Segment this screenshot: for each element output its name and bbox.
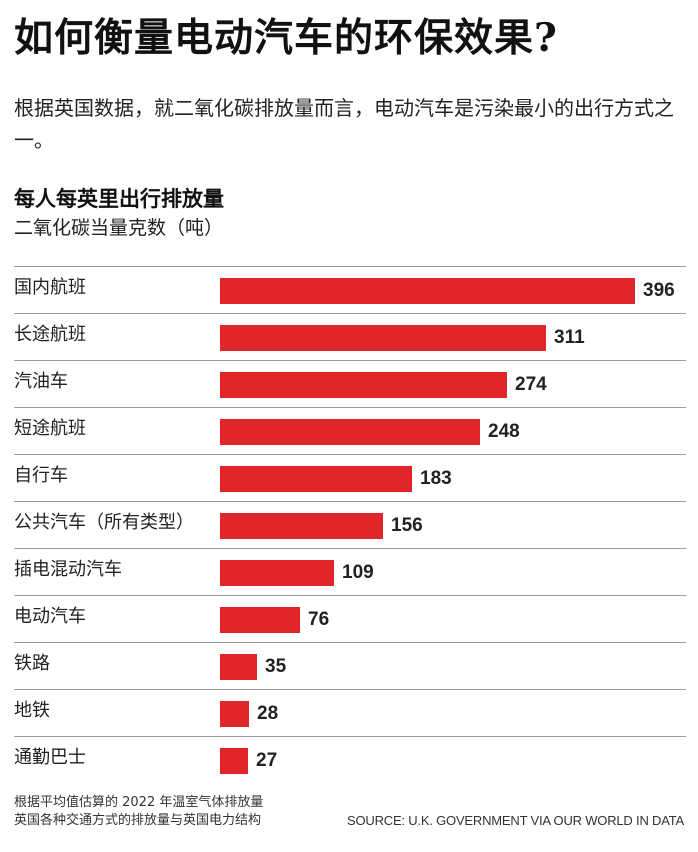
headline: 如何衡量电动汽车的环保效果? <box>14 15 558 61</box>
category-label: 自行车 <box>14 465 68 486</box>
category-label: 电动汽车 <box>14 606 86 627</box>
bar-row: 铁路 35 <box>14 642 686 689</box>
bar-row: 自行车 183 <box>14 454 686 501</box>
value-label: 27 <box>256 750 278 771</box>
source-credit: SOURCE: U.K. GOVERNMENT VIA OUR WORLD IN… <box>347 813 684 828</box>
category-label: 地铁 <box>14 700 50 721</box>
value-label: 156 <box>391 515 423 536</box>
bar <box>220 419 480 445</box>
value-label: 396 <box>643 280 675 301</box>
bar-chart: 国内航班 396 长途航班 311 汽油车 274 短途航班 248 自行车 183 公共汽车（所有… <box>14 266 686 783</box>
value-label: 183 <box>420 468 452 489</box>
bar <box>220 466 412 492</box>
bar-row: 地铁 28 <box>14 689 686 736</box>
value-label: 109 <box>342 562 374 583</box>
category-label: 国内航班 <box>14 277 86 298</box>
value-label: 274 <box>515 374 547 395</box>
value-label: 76 <box>308 609 330 630</box>
bar-row: 汽油车 274 <box>14 360 686 407</box>
category-label: 通勤巴士 <box>14 747 86 768</box>
value-label: 35 <box>265 656 287 677</box>
bar <box>220 748 248 774</box>
bar <box>220 325 546 351</box>
category-label: 长途航班 <box>14 324 86 345</box>
category-label: 插电混动汽车 <box>14 559 122 580</box>
footnotes: 根据平均值估算的 2022 年温室气体排放量 英国各种交通方式的排放量与英国电力… <box>14 794 263 830</box>
category-label: 铁路 <box>14 653 50 674</box>
bar-row: 短途航班 248 <box>14 407 686 454</box>
bar <box>220 278 635 304</box>
chart-subtitle: 二氧化碳当量克数（吨） <box>14 217 224 239</box>
chart-title: 每人每英里出行排放量 <box>14 187 224 211</box>
dek: 根据英国数据，就二氧化碳排放量而言，电动汽车是污染最小的出行方式之一。 <box>14 96 674 152</box>
value-label: 28 <box>257 703 279 724</box>
bar-row: 插电混动汽车 109 <box>14 548 686 595</box>
bar <box>220 654 257 680</box>
bar-row: 公共汽车（所有类型） 156 <box>14 501 686 548</box>
category-label: 汽油车 <box>14 371 68 392</box>
bar-row: 国内航班 396 <box>14 266 686 313</box>
category-label: 短途航班 <box>14 418 86 439</box>
bar <box>220 701 249 727</box>
footnote-line: 英国各种交通方式的排放量与英国电力结构 <box>14 813 262 828</box>
footnote-line: 根据平均值估算的 2022 年温室气体排放量 <box>14 795 264 810</box>
value-label: 311 <box>554 327 585 348</box>
bar-row: 电动汽车 76 <box>14 595 686 642</box>
bar <box>220 607 300 633</box>
bar <box>220 372 507 398</box>
bar <box>220 513 383 539</box>
bar <box>220 560 334 586</box>
category-label: 公共汽车（所有类型） <box>14 512 194 533</box>
bar-row: 长途航班 311 <box>14 313 686 360</box>
value-label: 248 <box>488 421 520 442</box>
bar-row: 通勤巴士 27 <box>14 736 686 783</box>
